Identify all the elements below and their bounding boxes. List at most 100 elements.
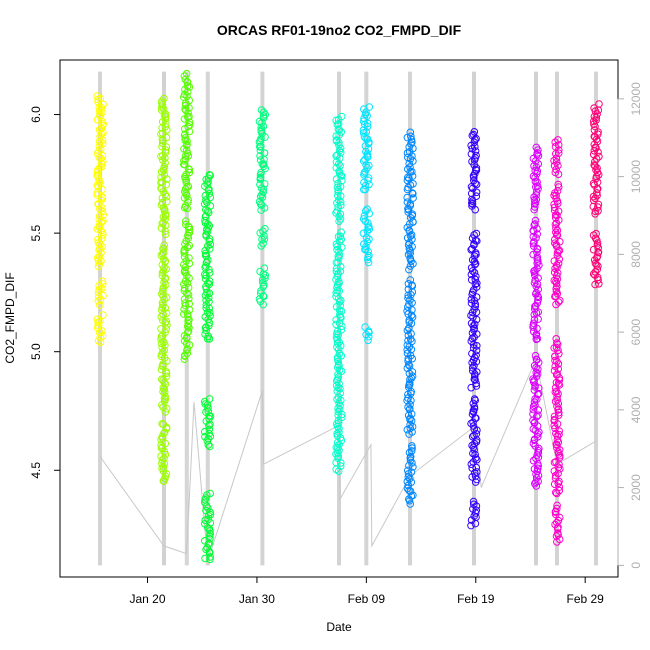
data-point bbox=[204, 178, 212, 186]
data-point bbox=[335, 428, 343, 436]
data-point bbox=[159, 218, 168, 227]
data-point bbox=[158, 198, 167, 207]
data-point bbox=[552, 458, 560, 466]
data-point bbox=[592, 116, 600, 124]
data-point bbox=[162, 133, 171, 142]
data-point bbox=[181, 188, 189, 196]
data-point bbox=[589, 245, 598, 254]
data-point bbox=[159, 283, 168, 292]
data-point bbox=[407, 387, 416, 396]
data-point bbox=[157, 435, 165, 444]
chart-title: ORCAS RF01-19no2 CO2_FMPD_DIF bbox=[217, 22, 462, 38]
data-point bbox=[553, 443, 561, 452]
data-point bbox=[185, 323, 193, 332]
data-point bbox=[162, 404, 171, 413]
data-point bbox=[406, 452, 415, 461]
data-point bbox=[550, 412, 559, 421]
data-point bbox=[472, 379, 480, 388]
data-point bbox=[552, 387, 561, 396]
data-point bbox=[532, 143, 541, 152]
data-point bbox=[95, 147, 103, 155]
data-point bbox=[160, 244, 168, 253]
data-point bbox=[359, 117, 368, 125]
data-point bbox=[591, 207, 600, 216]
data-point bbox=[407, 311, 416, 320]
data-point bbox=[183, 78, 192, 86]
data-point bbox=[553, 395, 562, 404]
data-point bbox=[551, 471, 560, 480]
data-point bbox=[532, 368, 541, 377]
data-point bbox=[201, 274, 210, 283]
axes-layer: 4.5 5.0 5.5 6.0 Jan 20 Jan 30 Feb 09 Feb 19 Feb … bbox=[29, 82, 643, 606]
data-point bbox=[161, 408, 170, 416]
data-point bbox=[553, 340, 562, 349]
data-point bbox=[406, 456, 415, 465]
data-point bbox=[470, 500, 478, 509]
data-point bbox=[204, 515, 212, 524]
data-point bbox=[206, 535, 214, 543]
data-point bbox=[94, 172, 102, 180]
data-point bbox=[335, 138, 343, 147]
data-point bbox=[556, 296, 564, 305]
data-point bbox=[334, 419, 343, 427]
data-point bbox=[407, 410, 416, 418]
data-point bbox=[260, 149, 269, 157]
data-point bbox=[205, 171, 214, 179]
data-point bbox=[532, 195, 541, 204]
data-point bbox=[469, 497, 478, 506]
data-point bbox=[180, 355, 189, 364]
data-point bbox=[407, 135, 416, 144]
data-point bbox=[161, 215, 169, 223]
data-point bbox=[332, 333, 341, 342]
data-point bbox=[408, 281, 416, 290]
data-point bbox=[205, 429, 213, 438]
data-point bbox=[183, 279, 192, 287]
data-point bbox=[554, 207, 563, 216]
data-point bbox=[470, 395, 479, 403]
data-point bbox=[530, 193, 538, 201]
data-point bbox=[360, 212, 369, 220]
data-point bbox=[157, 224, 166, 232]
data-point bbox=[408, 428, 416, 436]
data-point bbox=[534, 477, 542, 486]
data-point bbox=[201, 495, 209, 504]
data-point bbox=[473, 368, 481, 376]
data-point bbox=[206, 171, 214, 180]
data-point bbox=[554, 529, 562, 537]
data-point bbox=[409, 491, 417, 500]
data-point bbox=[161, 319, 170, 327]
data-point bbox=[553, 251, 562, 260]
data-point bbox=[201, 251, 210, 260]
data-point bbox=[259, 239, 267, 248]
altitude-trace-line bbox=[99, 357, 597, 562]
data-point bbox=[183, 349, 192, 358]
data-point bbox=[201, 498, 209, 507]
data-point bbox=[592, 229, 600, 238]
data-point bbox=[530, 238, 538, 246]
data-point bbox=[337, 112, 346, 121]
data-point bbox=[404, 165, 412, 173]
data-point bbox=[529, 319, 538, 328]
data-point bbox=[532, 330, 541, 339]
data-point bbox=[256, 156, 265, 164]
data-point bbox=[591, 259, 600, 268]
data-point bbox=[363, 112, 371, 120]
data-point bbox=[551, 397, 560, 406]
data-point bbox=[594, 203, 602, 211]
data-point bbox=[184, 327, 193, 336]
data-point bbox=[590, 161, 599, 169]
data-point bbox=[468, 473, 477, 481]
right-y-tick-label: 12000 bbox=[629, 82, 643, 116]
data-point bbox=[203, 544, 212, 552]
data-point bbox=[361, 185, 370, 194]
data-point bbox=[530, 221, 539, 229]
data-point bbox=[472, 229, 481, 238]
data-point bbox=[205, 395, 214, 403]
data-point bbox=[205, 425, 214, 434]
data-point bbox=[160, 241, 168, 249]
data-point bbox=[161, 257, 170, 265]
data-point bbox=[359, 157, 368, 165]
data-point bbox=[531, 166, 540, 175]
data-point bbox=[403, 341, 412, 350]
data-point bbox=[552, 228, 560, 237]
